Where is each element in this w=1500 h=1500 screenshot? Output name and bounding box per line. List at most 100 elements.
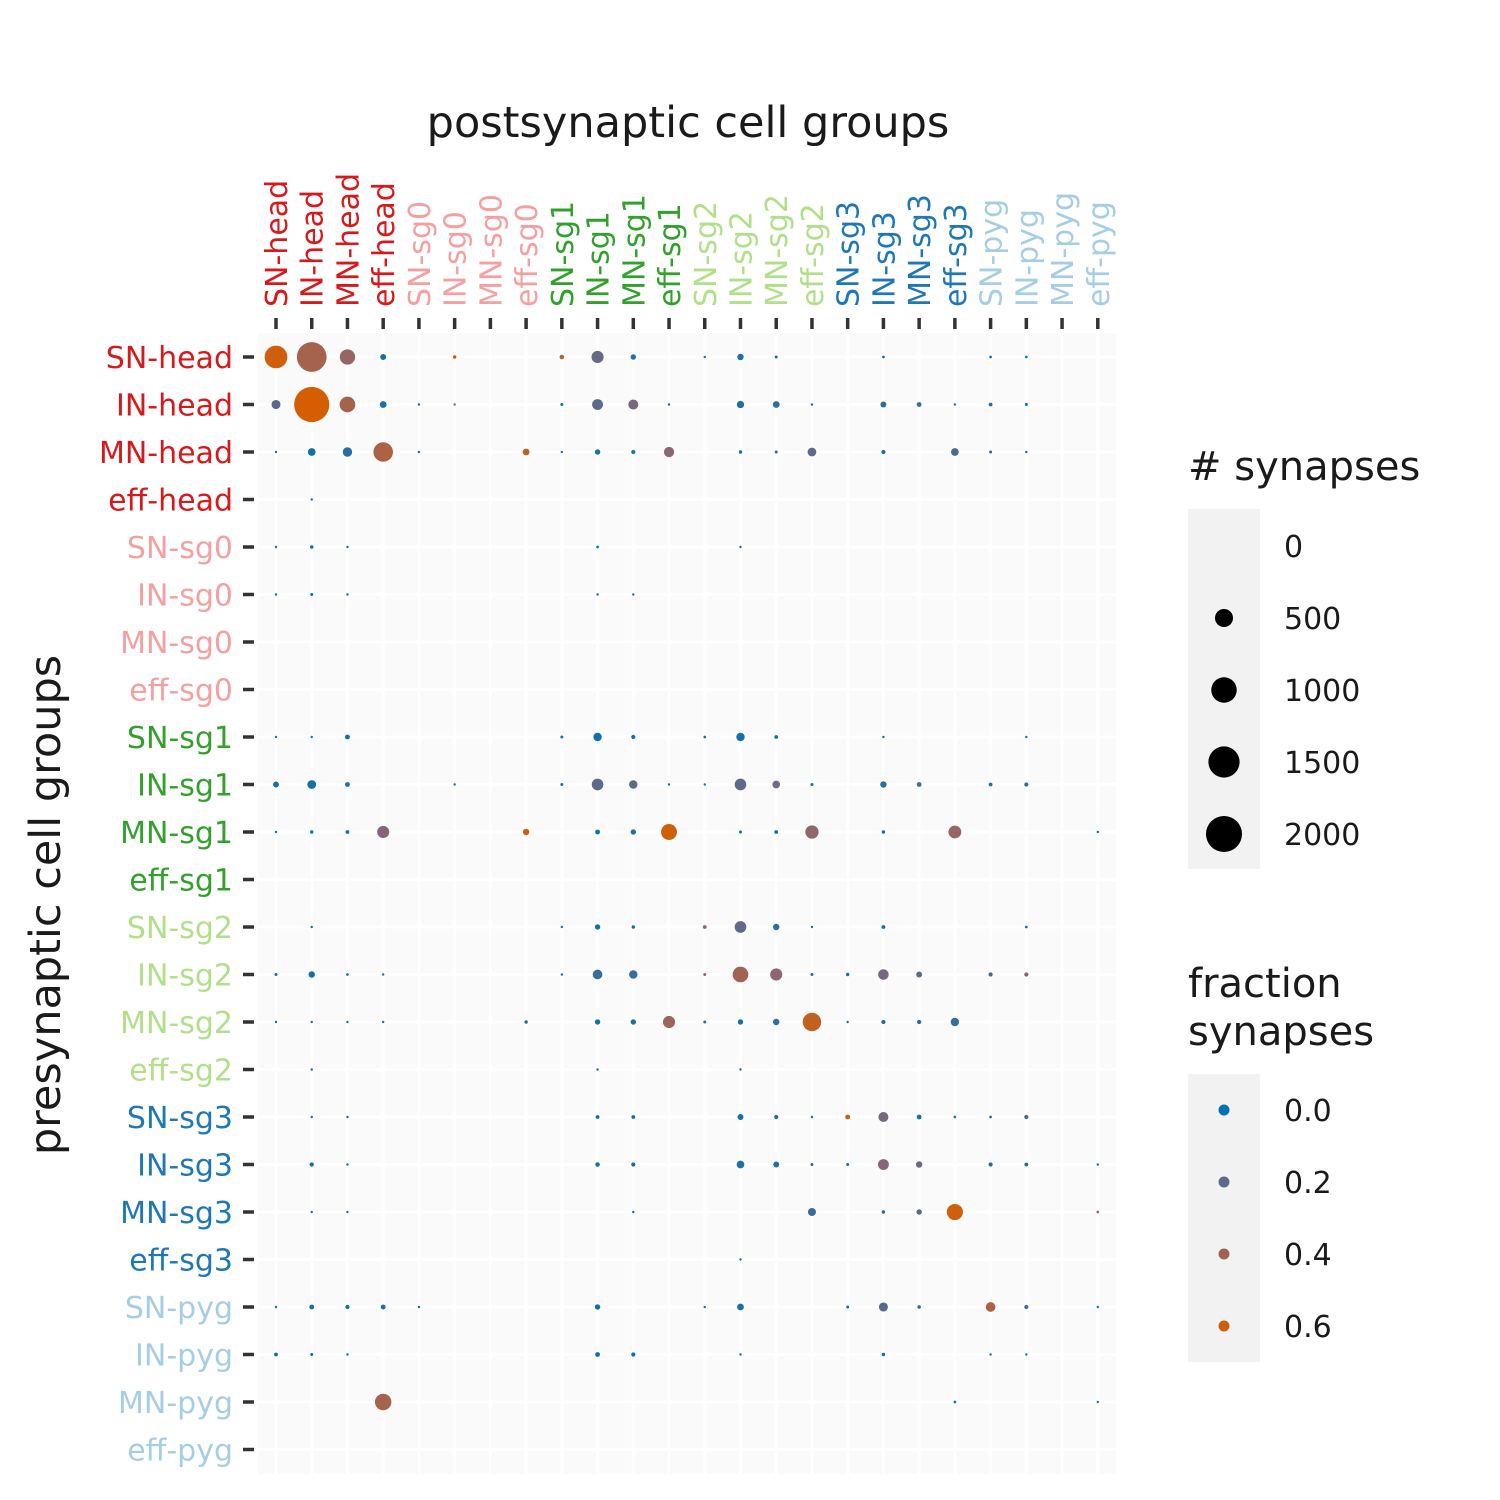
data-point	[628, 399, 639, 410]
data-point	[560, 783, 564, 786]
data-point	[881, 1210, 886, 1214]
data-point	[310, 1068, 313, 1071]
data-point	[985, 1302, 996, 1312]
y-tick-label: MN-pyg	[118, 1386, 233, 1421]
color-legend-label: 0.6	[1284, 1310, 1332, 1345]
data-point	[916, 402, 922, 407]
data-point	[878, 1302, 888, 1312]
y-tick-label: eff-pyg	[127, 1434, 233, 1469]
data-point	[307, 448, 316, 456]
data-point	[703, 783, 706, 786]
x-tick-label: IN-sg2	[724, 211, 759, 307]
size-legend-label: 1500	[1284, 746, 1360, 781]
data-point	[737, 1019, 744, 1025]
x-tick-label: SN-head	[260, 180, 295, 307]
data-point	[702, 925, 707, 929]
data-point	[310, 1115, 313, 1119]
data-point	[1024, 972, 1029, 977]
data-point	[346, 1115, 349, 1119]
data-point	[339, 349, 356, 365]
data-point	[631, 925, 636, 929]
data-point	[737, 353, 744, 361]
data-point	[1096, 830, 1099, 834]
y-axis: SN-head IN-head MN-head eff-head SN-sg0 IN-sg…	[99, 341, 254, 1469]
data-point	[1096, 1210, 1100, 1214]
y-tick-label: MN-sg0	[120, 626, 233, 661]
x-tick-label: IN-head	[296, 190, 331, 307]
data-point	[596, 1068, 599, 1071]
data-point	[560, 450, 564, 454]
color-legend-key	[1218, 1320, 1230, 1332]
data-point	[560, 925, 564, 929]
data-point	[630, 829, 637, 835]
data-point	[663, 446, 675, 458]
x-tick-label: IN-sg0	[439, 211, 474, 307]
data-point	[345, 1304, 350, 1310]
data-point	[737, 1303, 744, 1311]
data-point	[591, 778, 604, 791]
size-legend: # synapses 0 500 1000 1500 2000	[1188, 444, 1420, 869]
data-point	[1024, 1162, 1029, 1167]
data-point	[953, 1115, 957, 1119]
color-legend-title-line2: synapses	[1188, 1009, 1374, 1055]
y-tick-label: IN-sg1	[137, 769, 233, 804]
data-point	[631, 1115, 636, 1119]
x-tick-label: eff-sg2	[796, 203, 831, 307]
data-point	[845, 972, 850, 977]
data-point	[988, 1162, 993, 1167]
data-point	[736, 400, 745, 409]
data-point	[592, 969, 603, 980]
data-point	[773, 923, 780, 931]
data-point	[453, 403, 456, 406]
y-tick-label: SN-sg0	[127, 531, 233, 566]
data-point	[810, 403, 814, 406]
x-tick-label: MN-pyg	[1046, 192, 1081, 307]
data-point	[1025, 1353, 1028, 1356]
color-legend-key-background	[1188, 1074, 1260, 1362]
y-tick-label: SN-pyg	[125, 1291, 233, 1326]
size-legend-label: 1000	[1284, 674, 1360, 709]
data-point	[1025, 355, 1028, 359]
data-point	[878, 969, 889, 980]
x-tick-label: eff-sg1	[653, 203, 688, 307]
data-point	[310, 1353, 314, 1356]
data-point	[346, 1353, 349, 1356]
data-point	[950, 1017, 960, 1027]
data-point	[560, 973, 564, 976]
data-point	[846, 1020, 849, 1024]
data-point	[1096, 1400, 1099, 1404]
data-point	[881, 925, 886, 929]
data-point	[346, 1020, 349, 1024]
data-point	[703, 1305, 706, 1309]
data-point	[380, 354, 387, 360]
x-tick-label: eff-pyg	[1082, 201, 1117, 307]
data-point	[1024, 403, 1028, 406]
y-tick-label: SN-sg3	[127, 1101, 233, 1136]
data-point	[596, 545, 599, 549]
data-point	[310, 735, 313, 739]
plot-panel	[258, 333, 1116, 1474]
y-tick-label: MN-sg3	[120, 1196, 233, 1231]
color-legend-key	[1218, 1176, 1230, 1188]
data-point	[810, 973, 814, 976]
y-tick-label: eff-sg1	[129, 864, 233, 899]
data-point	[559, 354, 565, 360]
data-point	[1025, 925, 1028, 929]
data-point	[339, 396, 356, 413]
x-tick-label: IN-sg1	[582, 211, 617, 307]
x-tick-label: SN-sg0	[403, 201, 438, 307]
data-point	[310, 1020, 313, 1024]
data-point	[916, 971, 923, 978]
data-point	[594, 1304, 601, 1310]
color-legend-key	[1218, 1248, 1230, 1260]
data-point	[989, 355, 992, 359]
x-tick-label: SN-pyg	[975, 199, 1010, 307]
x-tick-label: SN-sg2	[689, 201, 724, 307]
data-point	[953, 1400, 957, 1404]
color-legend-key	[1218, 1104, 1230, 1116]
data-point	[274, 830, 278, 834]
data-point	[345, 782, 350, 787]
data-point	[732, 966, 749, 983]
panel-background	[258, 333, 1116, 1474]
data-point	[380, 1304, 386, 1310]
